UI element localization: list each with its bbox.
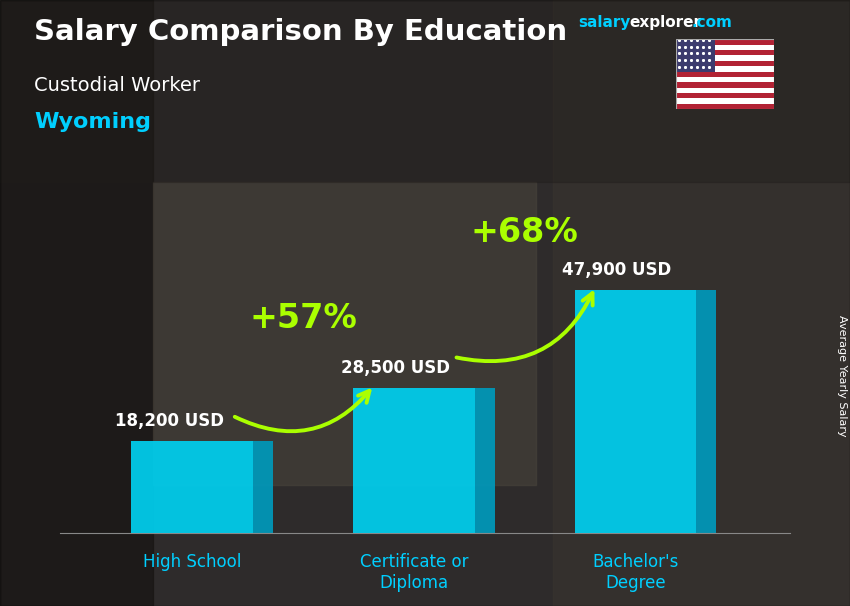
Bar [475, 388, 495, 533]
Bar [676, 93, 774, 98]
Text: Salary Comparison By Education: Salary Comparison By Education [34, 18, 567, 46]
Text: Custodial Worker: Custodial Worker [34, 76, 200, 95]
Text: explorer: explorer [629, 15, 701, 30]
Text: salary: salary [578, 15, 631, 30]
Text: +57%: +57% [249, 302, 357, 335]
Bar [676, 66, 774, 72]
Bar [676, 61, 774, 66]
Bar [676, 39, 774, 45]
Bar [676, 104, 774, 109]
Text: 28,500 USD: 28,500 USD [341, 359, 450, 378]
Bar [676, 72, 774, 77]
Bar [353, 388, 475, 533]
Bar [0, 0, 153, 606]
Bar [676, 50, 774, 56]
Bar [676, 77, 774, 82]
Text: 18,200 USD: 18,200 USD [115, 411, 224, 430]
Text: Average Yearly Salary: Average Yearly Salary [837, 315, 847, 436]
Bar [575, 290, 696, 533]
Bar [676, 82, 774, 88]
Bar [676, 45, 774, 50]
Bar [132, 441, 253, 533]
Text: Wyoming: Wyoming [34, 112, 151, 132]
Text: 47,900 USD: 47,900 USD [563, 261, 672, 279]
Bar [153, 182, 536, 485]
Bar [552, 0, 850, 606]
Text: +68%: +68% [471, 216, 579, 249]
Text: .com: .com [691, 15, 732, 30]
Bar [253, 441, 273, 533]
Bar [696, 290, 717, 533]
Bar [676, 98, 774, 104]
Bar [676, 39, 715, 72]
Bar [0, 0, 850, 182]
Bar [676, 88, 774, 93]
Bar [676, 56, 774, 61]
